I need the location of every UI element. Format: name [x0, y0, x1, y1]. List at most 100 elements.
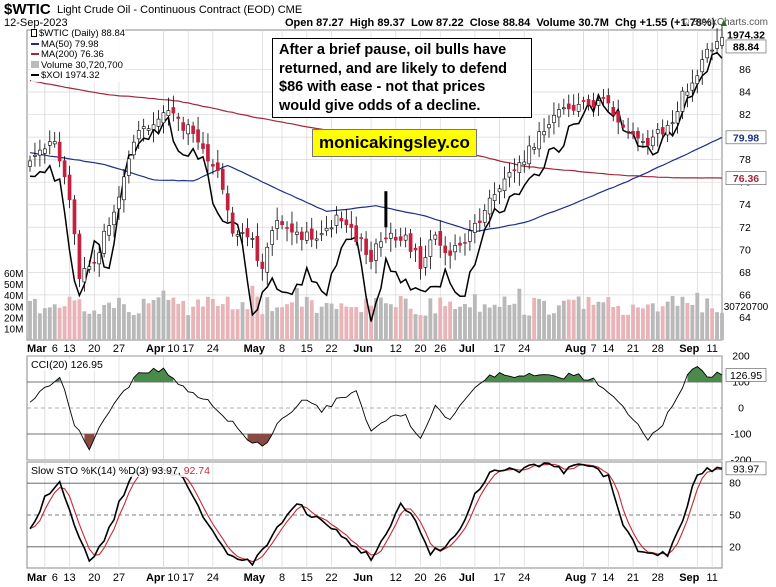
candle	[161, 112, 166, 124]
volume-bar	[117, 297, 121, 340]
volume-bar	[512, 303, 517, 340]
sto-x-month-label: Mar	[27, 572, 47, 584]
volume-bar	[467, 307, 472, 340]
candle	[631, 131, 635, 135]
price-axis-tick: 84	[739, 87, 751, 99]
volume-axis-tick: 20M	[4, 313, 23, 324]
volume-bar	[388, 304, 393, 340]
candle	[720, 37, 724, 46]
candle	[537, 131, 541, 150]
volume-bar	[275, 307, 280, 340]
candle	[473, 223, 477, 233]
candle	[487, 197, 492, 215]
volume-bar	[206, 296, 210, 340]
candle	[211, 164, 215, 167]
sto-x-day-label: 24	[207, 572, 219, 584]
sto-x-day-label: 6	[52, 572, 58, 584]
credit-link[interactable]: © StockCharts.com	[681, 17, 768, 28]
volume-bar	[220, 304, 225, 340]
price-axis-tick: 72	[739, 222, 751, 234]
volume-bar	[181, 300, 186, 340]
candle	[186, 124, 191, 135]
volume-bar	[349, 307, 354, 340]
volume-bar	[364, 298, 369, 340]
candle	[52, 141, 57, 145]
volume-bar	[517, 288, 522, 340]
volume-bar	[680, 296, 685, 340]
sto-axis-tick: 80	[729, 478, 741, 490]
volume-bar	[700, 312, 705, 340]
price-x-day-label: 22	[325, 343, 337, 355]
candle	[334, 214, 339, 226]
sto-panel: 80 50 20 93.97 Mar Apr May Jun Jul Aug Sep 6 13 20 27 1…	[26, 461, 767, 584]
volume-bar	[42, 308, 47, 340]
volume-axis-tick: 30M	[4, 302, 23, 313]
candle	[690, 82, 695, 91]
volume-bar	[92, 310, 97, 340]
volume-bar	[309, 300, 314, 340]
candle	[557, 109, 561, 118]
volume-bar	[690, 304, 695, 340]
legend-ma50: MA(50) 79.98	[31, 39, 125, 51]
candle	[171, 107, 176, 114]
volume-bar	[141, 298, 146, 340]
volume-bar	[586, 296, 591, 340]
price-x-day-label: 8	[279, 343, 285, 355]
candle	[270, 230, 275, 245]
candle	[280, 221, 284, 225]
sto-x-day-label: 21	[627, 572, 639, 584]
candle	[181, 122, 186, 131]
up-arrow-icon: ▲	[718, 17, 730, 29]
candle	[191, 125, 195, 134]
candle	[646, 138, 650, 146]
candle	[428, 239, 433, 257]
volume-bar	[87, 313, 92, 340]
candle	[102, 230, 106, 254]
price-x-day-label: 6	[52, 343, 58, 355]
candle	[324, 227, 329, 232]
candle	[196, 129, 200, 143]
candle	[176, 116, 181, 119]
volume-bar	[131, 315, 136, 340]
candle	[606, 95, 611, 104]
price-x-day-label: 20	[414, 343, 426, 355]
volume-bar	[537, 298, 542, 340]
candle	[591, 100, 596, 108]
candle	[122, 176, 126, 201]
price-x-month-label: May	[244, 343, 266, 355]
volume-bar	[72, 300, 77, 340]
candle	[621, 124, 625, 128]
candle	[245, 228, 250, 238]
cci-label: CCI(20) 126.95	[31, 359, 103, 371]
price-x-day-label: 28	[652, 343, 664, 355]
volume-bar	[626, 314, 631, 340]
candle	[47, 141, 52, 146]
volume-bar	[393, 307, 398, 340]
candle	[87, 266, 92, 270]
candle	[641, 141, 645, 143]
price-axis-tick: 70	[739, 244, 751, 256]
volume-bar	[561, 300, 566, 340]
sto-x-day-label: 15	[301, 572, 313, 584]
sto-x-day-label: 26	[434, 572, 446, 584]
volume-bar	[294, 287, 299, 340]
candle	[477, 220, 482, 224]
candle	[255, 235, 260, 261]
ma50-value-tag	[725, 130, 767, 145]
volume-bar	[270, 311, 275, 340]
price-x-month-label: Mar	[27, 343, 47, 355]
ma50-value-tag-label: 79.98	[733, 132, 759, 144]
volume-bar	[245, 309, 250, 340]
volume-bar	[695, 292, 700, 340]
volume-bar	[636, 307, 640, 340]
candle	[319, 233, 324, 236]
volume-bar	[136, 313, 141, 340]
candle	[403, 234, 408, 241]
candle	[497, 188, 502, 193]
candle	[576, 103, 581, 112]
candle	[33, 154, 37, 157]
candle	[566, 103, 571, 110]
volume-bar	[161, 290, 166, 340]
volume-bar	[665, 301, 670, 340]
candle	[127, 158, 131, 176]
